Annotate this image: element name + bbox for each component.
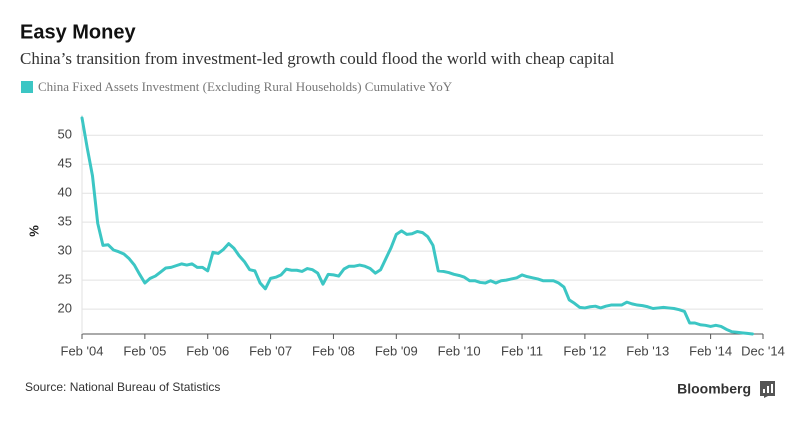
y-tick-label: 30 — [58, 243, 72, 258]
brand-icon — [760, 381, 775, 398]
x-tick-label: Feb '04 — [61, 343, 104, 358]
x-tick-label: Feb '09 — [375, 343, 418, 358]
x-tick-label: Feb '10 — [438, 343, 481, 358]
y-tick-label: 50 — [58, 127, 72, 142]
y-tick-label: 20 — [58, 301, 72, 316]
x-tick-label: Feb '12 — [563, 343, 606, 358]
y-tick-label: 25 — [58, 272, 72, 287]
x-tick-label: Dec '14 — [741, 343, 785, 358]
y-axis-label: % — [26, 225, 41, 237]
chart-title: Easy Money — [20, 21, 136, 43]
x-tick-label: Feb '14 — [689, 343, 732, 358]
x-tick-label: Feb '11 — [501, 343, 543, 358]
y-tick-label: 40 — [58, 185, 72, 200]
legend-swatch — [21, 81, 33, 93]
x-tick-label: Feb '13 — [626, 343, 669, 358]
chart-subtitle: China’s transition from investment-led g… — [20, 49, 615, 68]
source: Source: National Bureau of Statistics — [25, 380, 220, 394]
x-tick-label: Feb '07 — [249, 343, 292, 358]
legend-label: China Fixed Assets Investment (Excluding… — [38, 79, 453, 94]
brand: Bloomberg — [677, 381, 751, 397]
y-tick-label: 35 — [58, 214, 72, 229]
y-tick-label: 45 — [58, 156, 72, 171]
x-tick-label: Feb '05 — [123, 343, 166, 358]
x-tick-label: Feb '08 — [312, 343, 355, 358]
data-line — [80, 116, 755, 336]
x-tick-label: Feb '06 — [186, 343, 229, 358]
